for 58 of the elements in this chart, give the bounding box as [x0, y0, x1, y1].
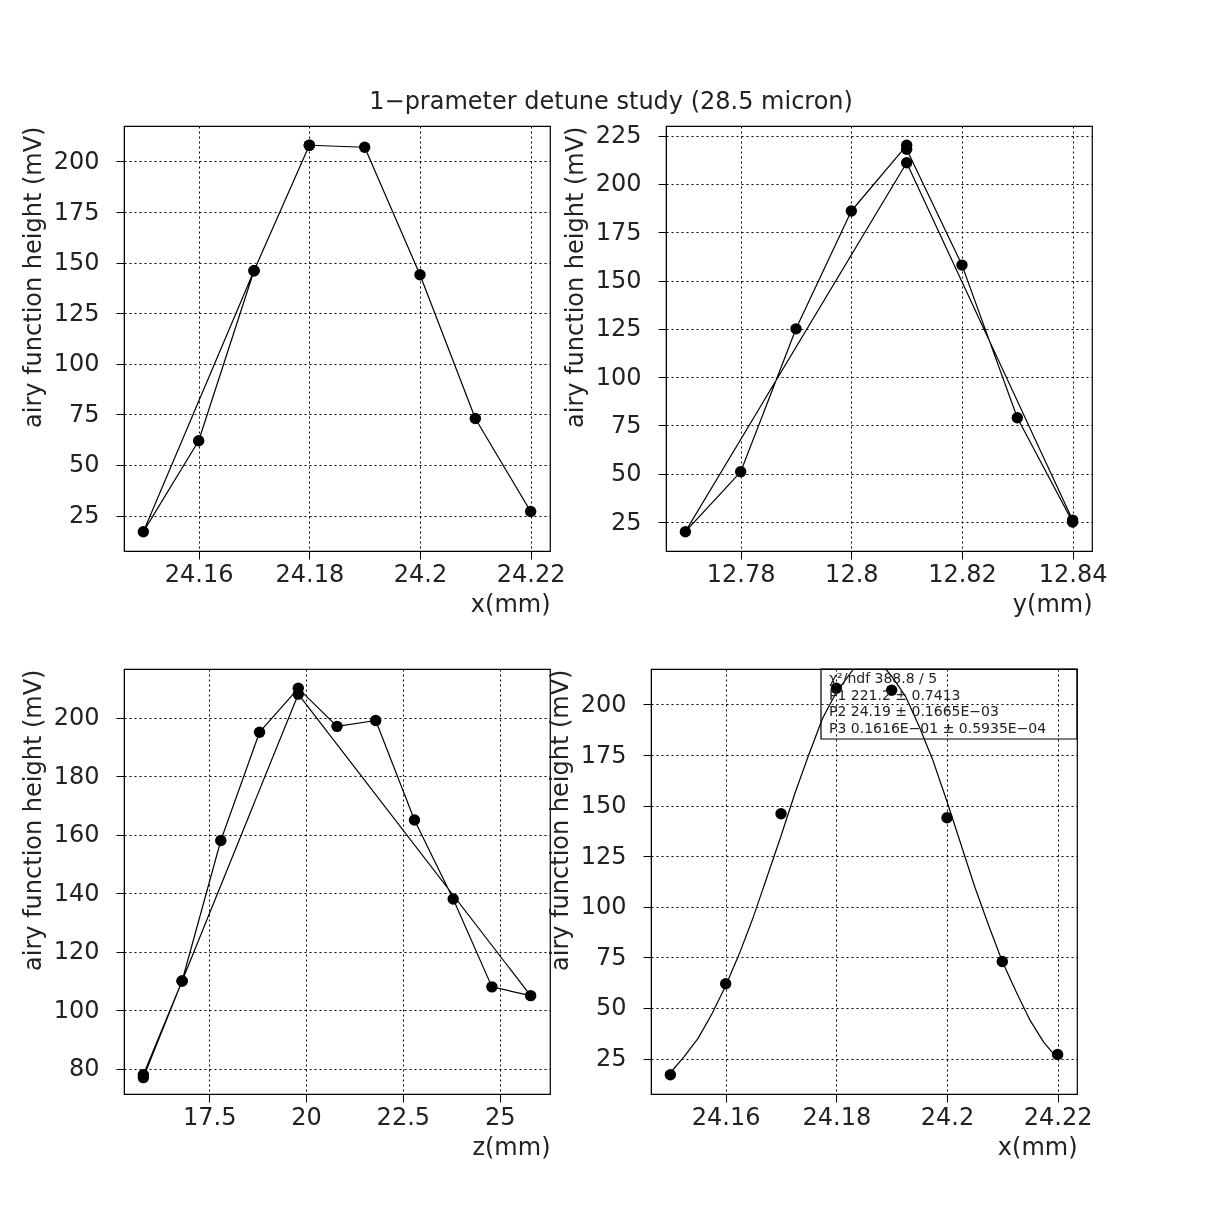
y-tick-label: 120 [53, 937, 100, 966]
y-tick-label: 200 [595, 169, 642, 198]
x-tick-label: 24.22 [1023, 1102, 1093, 1131]
x-axis-title: z(mm) [472, 1132, 551, 1161]
x-tick-label: 25 [484, 1102, 516, 1131]
y-tick-label: 140 [53, 878, 100, 907]
y-tick-label: 50 [610, 459, 642, 488]
y-tick-label: 160 [53, 820, 100, 849]
y-axis-title: airy function height (mV) [18, 669, 47, 971]
text: 1−prameter detune study (28.5 micron) [369, 87, 853, 116]
y-tick-label: 75 [595, 942, 627, 971]
y-tick-label: 125 [53, 298, 100, 327]
y-tick-label: 100 [580, 892, 627, 921]
y-tick-label: 125 [595, 314, 642, 343]
y-axis-title: airy function height (mV) [560, 126, 589, 428]
x-axis-title: y(mm) [1012, 589, 1093, 618]
y-tick-label: 225 [595, 121, 642, 150]
y-tick-label: 100 [53, 349, 100, 378]
x-axis-title: x(mm) [997, 1132, 1078, 1161]
y-tick-label: 200 [580, 689, 627, 718]
y-tick-label: 75 [68, 399, 100, 428]
y-tick-label: 25 [610, 507, 642, 536]
y-tick-label: 200 [53, 703, 100, 732]
y-tick-label: 175 [580, 740, 627, 769]
x-tick-label: 20 [291, 1102, 322, 1131]
y-tick-label: 150 [595, 266, 642, 295]
y-tick-label: 175 [53, 197, 100, 226]
x-tick-label: 24.16 [164, 559, 234, 588]
y-tick-label: 100 [595, 362, 642, 391]
y-tick-label: 100 [53, 995, 100, 1024]
y-tick-label: 50 [68, 450, 100, 479]
y-tick-label: 125 [580, 841, 627, 870]
y-tick-label: 25 [595, 1044, 627, 1073]
y-tick-label: 200 [53, 146, 100, 175]
x-tick-label: 12.82 [928, 559, 997, 588]
y-tick-label: 175 [595, 217, 642, 246]
x-tick-label: 12.8 [825, 559, 879, 588]
y-tick-label: 50 [595, 993, 627, 1022]
x-tick-label: 17.5 [182, 1102, 237, 1131]
x-tick-label: 24.18 [802, 1102, 872, 1131]
y-tick-label: 180 [53, 761, 100, 790]
y-tick-label: 150 [53, 248, 100, 277]
y-tick-label: 80 [68, 1054, 100, 1083]
x-tick-label: 24.2 [920, 1102, 975, 1131]
x-tick-label: 12.84 [1038, 559, 1108, 588]
annotation: P2 24.19 ± 0.1665E−03 [829, 703, 999, 720]
x-tick-label: 12.78 [706, 559, 776, 588]
y-axis-title: airy function height (mV) [18, 126, 47, 428]
x-tick-label: 22.5 [376, 1102, 431, 1131]
y-tick-label: 25 [68, 501, 100, 530]
x-tick-label: 24.18 [275, 559, 345, 588]
y-tick-label: 75 [610, 410, 642, 439]
y-axis-title: airy function height (mV) [545, 669, 574, 971]
x-tick-label: 24.22 [496, 559, 566, 588]
x-axis-title: x(mm) [470, 589, 551, 618]
x-tick-label: 24.2 [393, 559, 448, 588]
y-tick-label: 150 [580, 791, 627, 820]
x-tick-label: 24.16 [691, 1102, 761, 1131]
